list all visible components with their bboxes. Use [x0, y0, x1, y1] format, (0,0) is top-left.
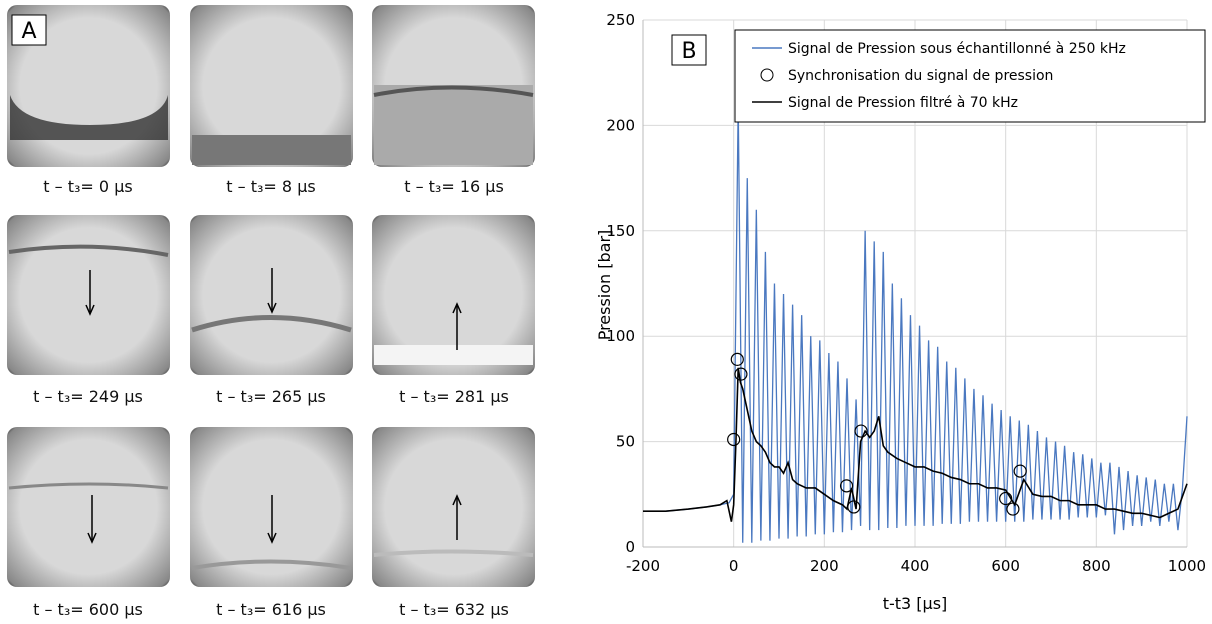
legend: Signal de Pression sous échantillonné à … [734, 29, 1206, 123]
marker [1013, 464, 1027, 478]
caption: t – t₃= 632 µs [399, 600, 509, 619]
caption: t – t₃= 0 µs [43, 177, 133, 196]
legend-marker [760, 68, 774, 82]
marker [839, 479, 854, 493]
x-tick-label: 1000 [1168, 557, 1206, 575]
legend-label: Signal de Pression filtré à 70 kHz [788, 95, 1018, 111]
marker [1006, 502, 1020, 516]
marker [734, 367, 748, 381]
marker [854, 424, 868, 438]
x-axis-label: t-t3 [µs] [883, 594, 948, 613]
y-axis-label: Pression [bar] [595, 230, 614, 341]
y-tick-label: 250 [606, 11, 635, 29]
legend-box [734, 29, 1206, 123]
x-tick-label: -200 [626, 557, 660, 575]
caption: t – t₃= 281 µs [399, 387, 509, 406]
chart: Pression [bar] t-t3 [µs] 0 50 100 150 200 250… [595, 11, 1206, 613]
caption: t – t₃= 265 µs [216, 387, 326, 406]
marker [727, 432, 741, 447]
y-tick-label: 200 [606, 116, 635, 134]
x-tick-label: 800 [1082, 557, 1111, 575]
panel-label-box [671, 34, 707, 66]
line [643, 367, 1188, 522]
marker [730, 352, 744, 366]
panel-label: B [681, 39, 696, 64]
line [643, 104, 1188, 543]
x-tick-label: 200 [810, 557, 839, 575]
panel-label: A [21, 19, 36, 44]
legend-label: Signal de Pression sous échantillonné à … [788, 41, 1126, 57]
x-tick-label: 400 [901, 557, 930, 575]
caption: t – t₃= 16 µs [404, 177, 504, 196]
x-tick-label: 600 [991, 557, 1020, 575]
panel-a: A [7, 5, 535, 587]
marker [847, 500, 861, 514]
y-tick-label: 100 [606, 327, 635, 345]
x-tick-label: 0 [729, 557, 739, 575]
caption: t – t₃= 616 µs [216, 600, 326, 619]
y-tick-label: 50 [616, 433, 635, 451]
y-tick-label: 150 [606, 222, 635, 240]
caption: t – t₃= 249 µs [33, 387, 143, 406]
legend-label: Synchronisation du signal de pression [788, 68, 1053, 84]
caption: t – t₃= 600 µs [33, 600, 143, 619]
photos [7, 5, 535, 587]
caption: t – t₃= 8 µs [226, 177, 316, 196]
y-tick-label: 0 [625, 538, 635, 556]
arrows [85, 268, 462, 544]
